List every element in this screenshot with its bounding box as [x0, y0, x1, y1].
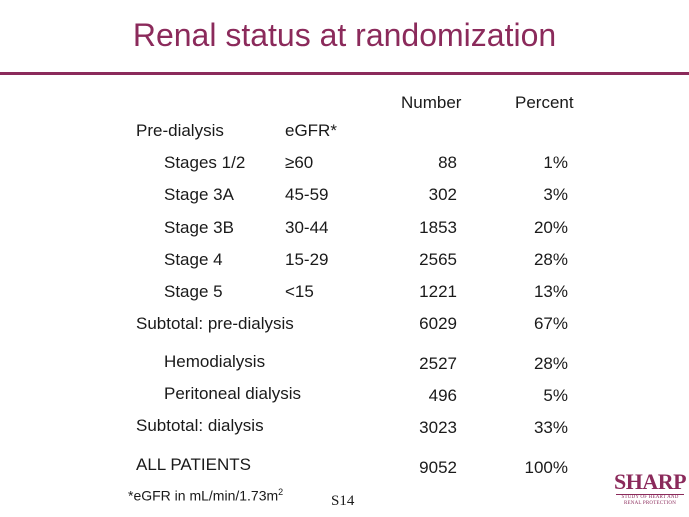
egfr-header: eGFR* [285, 121, 337, 140]
stage-percent: 20% [533, 218, 568, 237]
dialysis-number: 496 [428, 386, 457, 405]
dialysis-label: Hemodialysis [164, 352, 266, 371]
dialysis-number: 2527 [419, 354, 457, 373]
stage-number: 1221 [419, 282, 457, 301]
sharp-logo: SHARP STUDY OF HEART AND RENAL PROTECTIO… [614, 469, 687, 514]
stage-egfr: <15 [285, 282, 314, 301]
stage-number: 2565 [419, 250, 457, 269]
stage-percent: 1% [543, 153, 568, 172]
logo-wordmark: SHARP [614, 469, 687, 494]
subtotal-dialysis-percent: 33% [533, 418, 568, 437]
logo-tagline-1: STUDY OF HEART AND [616, 494, 684, 501]
footnote: *eGFR in mL/min/1.73m2 [128, 487, 283, 504]
subtotal-pre-dialysis-percent: 67% [533, 314, 568, 333]
all-patients-percent: 100% [524, 458, 568, 477]
slide-number: S14 [331, 493, 355, 509]
stage-number: 302 [428, 185, 457, 204]
stage-label: Stages 1/2 [164, 153, 246, 172]
all-patients-number: 9052 [419, 458, 457, 477]
subtotal-dialysis-label: Subtotal: dialysis [136, 416, 264, 435]
dialysis-percent: 28% [533, 354, 568, 373]
stage-egfr: 15-29 [285, 250, 329, 269]
footnote-superscript: 2 [278, 487, 284, 497]
stage-label: Stage 3A [164, 185, 234, 204]
subtotal-dialysis-number: 3023 [419, 418, 457, 437]
stage-percent: 13% [533, 282, 568, 301]
stage-egfr: 45-59 [285, 185, 329, 204]
dialysis-percent: 5% [543, 386, 568, 405]
title-divider [0, 72, 689, 75]
pre-dialysis-label: Pre-dialysis [136, 121, 224, 140]
stage-egfr: ≥60 [285, 153, 314, 172]
all-patients-label: ALL PATIENTS [136, 455, 251, 474]
subtotal-pre-dialysis-number: 6029 [419, 314, 457, 333]
column-header-number: Number [401, 93, 462, 112]
stage-label: Stage 5 [164, 282, 223, 301]
stage-percent: 3% [543, 185, 568, 204]
footnote-text: *eGFR in mL/min/1.73m [128, 487, 279, 504]
stage-percent: 28% [533, 250, 568, 269]
column-header-percent: Percent [515, 93, 574, 112]
stage-number: 1853 [419, 218, 457, 237]
stage-egfr: 30-44 [285, 218, 329, 237]
stage-number: 88 [438, 153, 457, 172]
slide-title: Renal status at randomization [132, 17, 557, 53]
stage-label: Stage 4 [164, 250, 223, 269]
stage-label: Stage 3B [164, 218, 234, 237]
subtotal-pre-dialysis-label: Subtotal: pre-dialysis [136, 314, 294, 333]
logo-tagline-2: RENAL PROTECTION [623, 501, 677, 506]
dialysis-label: Peritoneal dialysis [164, 384, 302, 403]
